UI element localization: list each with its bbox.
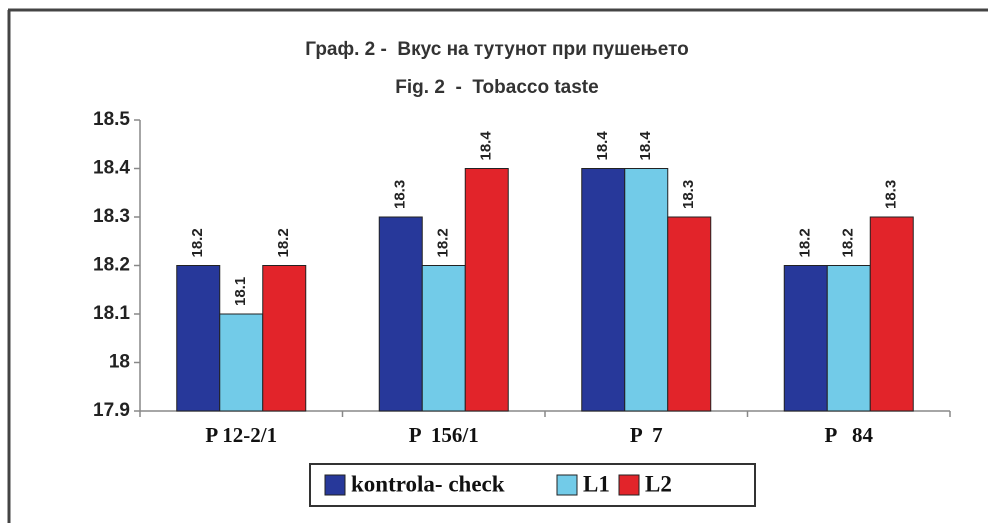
legend-label: kontrola- check xyxy=(351,471,505,496)
legend-swatch xyxy=(618,474,640,496)
bar xyxy=(667,216,712,412)
data-label: 18.2 xyxy=(435,228,452,257)
bar xyxy=(176,265,221,412)
chart-title: Граф. 2 - Вкус на тутунот при пушењето xyxy=(305,39,688,60)
bar xyxy=(869,216,914,412)
data-label: 18.3 xyxy=(883,180,900,209)
bar xyxy=(826,265,871,412)
y-tick-label: 18 xyxy=(109,352,130,373)
y-tick-label: 18.4 xyxy=(93,158,130,179)
bar xyxy=(783,265,828,412)
y-tick-label: 17.9 xyxy=(93,400,130,421)
data-label: 18.4 xyxy=(478,131,495,161)
bar xyxy=(378,216,423,412)
bar xyxy=(464,168,509,412)
y-tick-label: 18.1 xyxy=(93,303,130,324)
y-tick-label: 18.3 xyxy=(93,206,130,227)
bar xyxy=(624,168,669,412)
data-label: 18.2 xyxy=(189,228,206,257)
bar xyxy=(421,265,466,412)
chart-subtitle: Fig. 2 - Tobacco taste xyxy=(395,77,598,98)
legend-label: L1 xyxy=(583,471,610,496)
data-label: 18.4 xyxy=(594,131,611,161)
x-tick-label: P 12-2/1 xyxy=(205,423,277,447)
legend-swatch xyxy=(324,474,346,496)
legend-swatch xyxy=(556,474,578,496)
bar xyxy=(262,265,307,412)
bar xyxy=(581,168,626,412)
data-label: 18.2 xyxy=(797,228,814,257)
x-tick-label: P 84 xyxy=(825,423,874,447)
data-label: 18.1 xyxy=(232,277,249,306)
data-label: 18.3 xyxy=(680,180,697,209)
data-label: 18.2 xyxy=(840,228,857,257)
data-label: 18.4 xyxy=(637,131,654,161)
data-label: 18.3 xyxy=(392,180,409,209)
y-tick-label: 18.5 xyxy=(93,109,130,130)
data-label: 18.2 xyxy=(275,228,292,257)
x-tick-label: P 156/1 xyxy=(409,423,479,447)
legend-label: L2 xyxy=(645,471,672,496)
bar xyxy=(219,313,264,412)
y-tick-label: 18.2 xyxy=(93,255,130,276)
legend-box xyxy=(309,463,756,507)
x-tick-label: P 7 xyxy=(630,423,663,447)
